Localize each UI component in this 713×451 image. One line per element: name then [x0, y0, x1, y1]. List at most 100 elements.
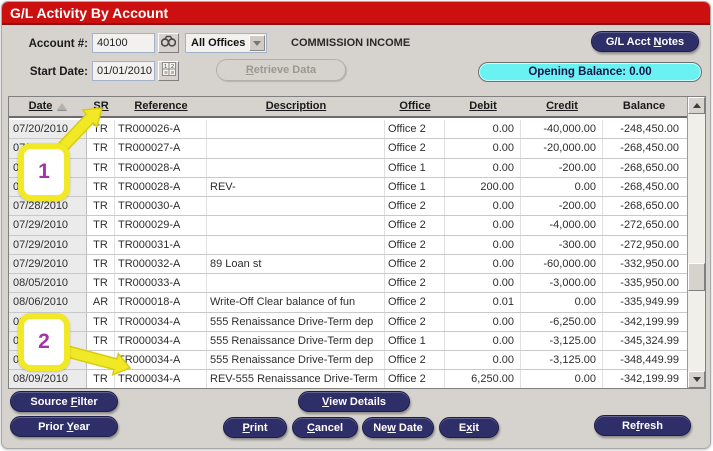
print-button[interactable]: Print: [223, 417, 287, 438]
cell-reference: TR000028-A: [115, 158, 207, 177]
date-picker-button[interactable]: 1 2: [158, 61, 179, 81]
table-row[interactable]: 07/28/2010 TR TR000030-A Office 2 0.00 -200.0…: [9, 197, 687, 217]
cell-office: Office 2: [385, 370, 445, 388]
cell-reference: TR000029-A: [115, 216, 207, 235]
callout-2-number: 2: [38, 330, 50, 353]
cell-balance: -268,450.00: [620, 180, 679, 193]
cell-reference: TR000034-A: [115, 351, 207, 370]
table-row[interactable]: 07/29/2010 TR TR000032-A 89 Loan st Office 2…: [9, 254, 687, 275]
cell-sr: TR: [87, 331, 115, 351]
table-row[interactable]: 07/20/2010 TR TR000026-A Office 2 0.00 -40,00…: [9, 120, 687, 140]
source-filter-button[interactable]: Source Filter: [10, 391, 118, 412]
cell-balance: -342,199.99: [620, 315, 679, 328]
cell-balance: -272,950.00: [620, 238, 679, 251]
column-header-sr[interactable]: SR: [93, 100, 109, 112]
cell-sr: TR: [87, 312, 115, 331]
column-header-date[interactable]: Date: [9, 97, 87, 116]
office-filter-dropdown[interactable]: All Offices: [185, 33, 267, 53]
cell-sr: TR: [87, 274, 115, 293]
find-account-button[interactable]: [158, 33, 179, 53]
refresh-button[interactable]: Refresh: [594, 415, 691, 436]
cell-credit: -3,125.00: [521, 351, 603, 370]
cell-sr: TR: [87, 197, 115, 216]
new-date-button[interactable]: New Date: [362, 417, 434, 438]
cell-balance: -268,650.00: [620, 200, 679, 213]
cell-description: [207, 216, 385, 235]
cell-credit: -20,000.00: [521, 139, 603, 158]
column-header-description[interactable]: Description: [265, 100, 327, 112]
account-number-label: Account #:: [28, 38, 88, 50]
cancel-button[interactable]: Cancel: [292, 417, 358, 438]
column-header-balance[interactable]: Balance: [622, 100, 666, 112]
cell-description: [207, 158, 385, 177]
gl-acct-notes-button[interactable]: G/L Acct Notes: [591, 31, 699, 52]
table-row[interactable]: 08/05/2010 TR TR000033-A Office 2 0.00 -3,000…: [9, 274, 687, 294]
cell-sr: TR: [87, 235, 115, 254]
cell-office: Office 1: [385, 158, 445, 177]
cell-reference: TR000026-A: [115, 120, 207, 139]
cell-office: Office 2: [385, 274, 445, 293]
column-header-reference[interactable]: Reference: [134, 100, 188, 112]
chevron-down-icon[interactable]: [249, 35, 265, 51]
cell-debit: 0.00: [445, 216, 521, 235]
cell-balance: -332,950.00: [620, 257, 679, 270]
cell-office: Office 1: [385, 177, 445, 197]
view-details-button[interactable]: View Details: [298, 391, 410, 412]
table-row[interactable]: 08/09/2010 TR TR000034-A REV-555 Renaissanc…: [9, 370, 687, 388]
column-header-credit[interactable]: Credit: [546, 100, 578, 112]
cell-reference: TR000034-A: [115, 370, 207, 388]
start-date-input[interactable]: 01/01/2010: [92, 61, 155, 81]
cell-sr: TR: [87, 177, 115, 197]
cell-description: 89 Loan st: [207, 254, 385, 274]
cell-date: 07/29/2010: [9, 235, 87, 254]
svg-text:2: 2: [170, 63, 173, 69]
cell-office: Office 2: [385, 312, 445, 331]
exit-button[interactable]: Exit: [439, 417, 499, 438]
prior-year-button[interactable]: Prior Year: [10, 416, 118, 437]
cell-reference: TR000033-A: [115, 274, 207, 293]
triangle-down-icon: [692, 377, 701, 382]
cell-balance: -335,949.99: [620, 296, 679, 309]
cell-description: REV-555 Renaissance Drive-Term: [207, 370, 385, 388]
cell-debit: 6,250.00: [445, 370, 521, 388]
cell-date: 08/09/2010: [9, 370, 87, 388]
cell-balance: -272,650.00: [620, 219, 679, 232]
callout-1-number: 1: [38, 160, 50, 183]
cell-reference: TR000032-A: [115, 254, 207, 274]
cell-reference: TR000027-A: [115, 139, 207, 158]
cell-credit: -200.00: [521, 158, 603, 177]
retrieve-data-button: Retrieve Data: [216, 59, 346, 81]
table-row[interactable]: 08/06/2010 AR TR000018-A Write-Off Clear ba…: [9, 293, 687, 313]
table-row[interactable]: 07/29/2010 TR TR000029-A Office 2 0.00 -4,000…: [9, 216, 687, 236]
cell-debit: 0.00: [445, 197, 521, 216]
cell-balance: -268,650.00: [620, 161, 679, 174]
callout-2: 2: [18, 313, 70, 371]
scroll-down-button[interactable]: [688, 371, 705, 388]
cell-description: REV-: [207, 177, 385, 197]
cell-reference: TR000034-A: [115, 331, 207, 351]
scrollbar-thumb[interactable]: [688, 263, 705, 291]
cell-credit: -40,000.00: [521, 120, 603, 139]
cell-office: Office 2: [385, 235, 445, 254]
triangle-up-icon: [692, 103, 701, 108]
cell-description: [207, 235, 385, 254]
binoculars-icon: [160, 34, 177, 52]
vertical-scrollbar[interactable]: [687, 97, 705, 388]
cell-credit: 0.00: [521, 293, 603, 312]
cell-description: [207, 274, 385, 293]
column-header-debit[interactable]: Debit: [469, 100, 497, 112]
scroll-up-button[interactable]: [688, 97, 705, 114]
table-row[interactable]: 07/29/2010 TR TR000031-A Office 2 0.00 -300.0…: [9, 235, 687, 255]
account-number-input[interactable]: 40100: [92, 33, 155, 53]
table-body: 07/20/2010 TR TR000026-A Office 2 0.00 -40,00…: [9, 120, 687, 388]
column-header-office[interactable]: Office: [399, 100, 431, 112]
cell-description: [207, 120, 385, 139]
cell-sr: TR: [87, 370, 115, 388]
